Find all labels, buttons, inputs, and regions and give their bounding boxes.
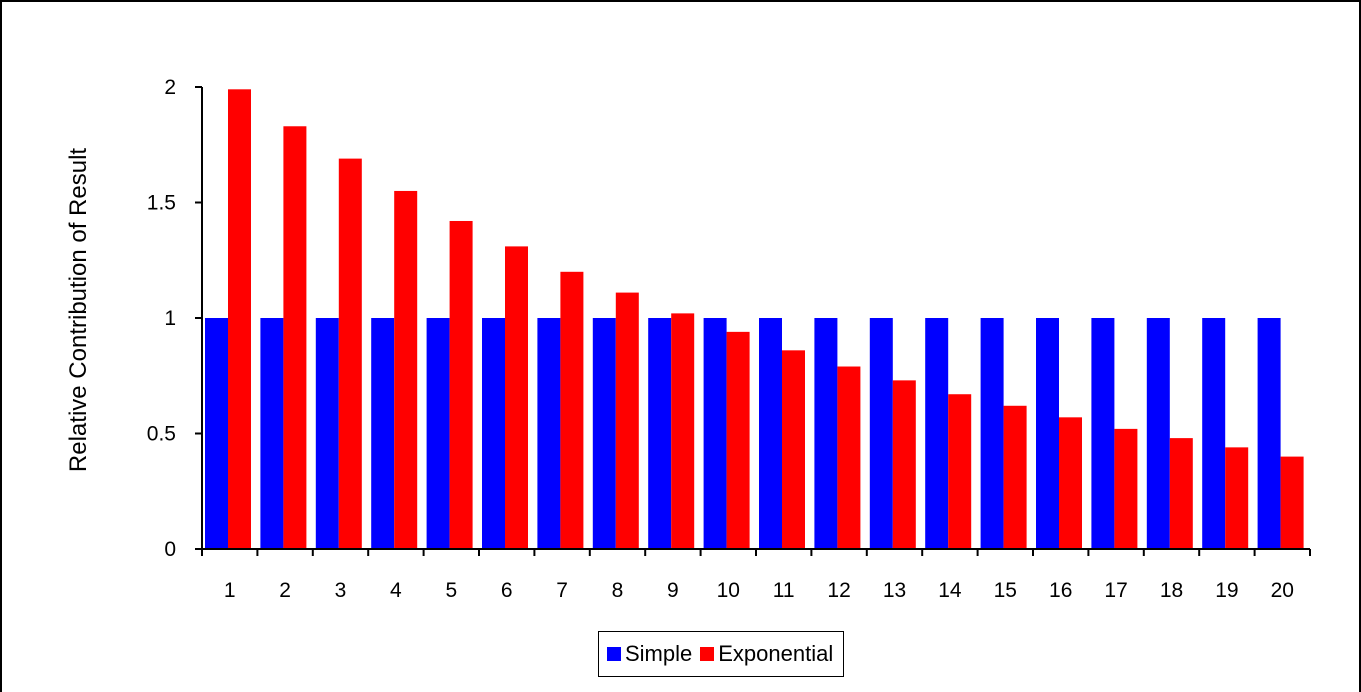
bar-exponential-3 bbox=[338, 158, 362, 550]
x-tick-label: 3 bbox=[335, 579, 347, 602]
x-tick-label: 14 bbox=[938, 579, 962, 602]
bar-exponential-2 bbox=[283, 126, 307, 550]
x-tick-label: 1 bbox=[224, 579, 236, 602]
bar-simple-8 bbox=[592, 318, 616, 549]
bar-exponential-13 bbox=[892, 380, 916, 549]
chart-legend: Simple Exponential bbox=[598, 631, 845, 677]
legend-label-simple: Simple bbox=[625, 641, 693, 666]
bar-exponential-19 bbox=[1225, 447, 1249, 549]
x-tick-label: 6 bbox=[501, 579, 513, 602]
bar-exponential-9 bbox=[671, 313, 695, 549]
x-tick-label: 11 bbox=[773, 579, 795, 602]
y-axis-label: Relative Contribution of Result bbox=[65, 148, 92, 472]
bar-simple-20 bbox=[1257, 318, 1281, 549]
x-tick-label: 2 bbox=[279, 579, 291, 602]
bar-simple-11 bbox=[759, 318, 782, 549]
bar-simple-15 bbox=[980, 318, 1004, 549]
x-tick-label: 15 bbox=[994, 579, 1017, 602]
bar-exponential-8 bbox=[615, 292, 639, 549]
x-tick-label: 18 bbox=[1160, 579, 1183, 602]
bar-exponential-20 bbox=[1280, 456, 1304, 549]
bar-simple-3 bbox=[315, 318, 339, 549]
bar-simple-18 bbox=[1146, 318, 1170, 549]
axes-layer: 00.511.521 2 3 4 5 6 7 8 9 10 11 12 13 14 15 16 17 18 19 20 bbox=[147, 76, 1311, 602]
x-tick-label: 9 bbox=[667, 579, 679, 602]
x-tick-label: 8 bbox=[612, 579, 624, 602]
bar-simple-2 bbox=[260, 318, 284, 549]
y-tick-label: 1.5 bbox=[147, 192, 176, 215]
x-tick-label: 16 bbox=[1049, 579, 1072, 602]
legend-swatch-exponential bbox=[700, 647, 715, 661]
x-tick-label: 19 bbox=[1215, 579, 1238, 602]
bar-exponential-18 bbox=[1169, 438, 1193, 549]
y-tick-label: 0 bbox=[164, 538, 176, 561]
x-tick-label: 10 bbox=[717, 579, 740, 602]
bar-simple-7 bbox=[537, 318, 561, 549]
x-tick-label: 5 bbox=[445, 579, 457, 602]
x-tick-label: 17 bbox=[1104, 579, 1127, 602]
bar-exponential-1 bbox=[228, 89, 251, 549]
bar-simple-17 bbox=[1091, 318, 1115, 549]
x-tick-label: 20 bbox=[1271, 579, 1294, 602]
bar-simple-9 bbox=[648, 318, 672, 549]
bar-simple-6 bbox=[482, 318, 505, 549]
bar-exponential-17 bbox=[1114, 428, 1138, 549]
bar-simple-12 bbox=[814, 318, 838, 549]
bar-simple-4 bbox=[371, 318, 395, 549]
bar-exponential-4 bbox=[394, 190, 418, 549]
y-tick-label: 2 bbox=[164, 76, 176, 99]
y-tick-label: 0.5 bbox=[147, 423, 176, 446]
bar-simple-13 bbox=[869, 318, 893, 549]
bar-exponential-7 bbox=[560, 271, 584, 549]
bar-simple-10 bbox=[703, 318, 727, 549]
bar-exponential-10 bbox=[726, 331, 750, 549]
x-tick-label: 7 bbox=[556, 579, 568, 602]
bar-exponential-15 bbox=[1003, 405, 1027, 549]
bar-simple-5 bbox=[426, 318, 450, 549]
bar-simple-16 bbox=[1036, 318, 1059, 549]
legend-item-simple: Simple bbox=[607, 641, 692, 667]
bar-simple-1 bbox=[205, 318, 228, 549]
bar-exponential-11 bbox=[782, 350, 805, 549]
bars-layer bbox=[205, 89, 1304, 550]
bar-exponential-16 bbox=[1059, 417, 1082, 549]
x-tick-label: 13 bbox=[883, 579, 906, 602]
x-tick-label: 12 bbox=[827, 579, 850, 602]
bar-exponential-12 bbox=[837, 366, 861, 549]
x-tick-label: 4 bbox=[390, 579, 402, 602]
y-tick-label: 1 bbox=[164, 307, 176, 330]
bar-simple-14 bbox=[925, 318, 949, 549]
legend-item-exponential: Exponential bbox=[700, 641, 833, 667]
bar-exponential-14 bbox=[948, 394, 972, 549]
bar-simple-19 bbox=[1202, 318, 1226, 549]
legend-swatch-simple bbox=[607, 647, 621, 661]
bar-exponential-5 bbox=[449, 220, 473, 550]
bar-exponential-6 bbox=[505, 246, 528, 549]
legend-label-exponential: Exponential bbox=[718, 641, 834, 666]
